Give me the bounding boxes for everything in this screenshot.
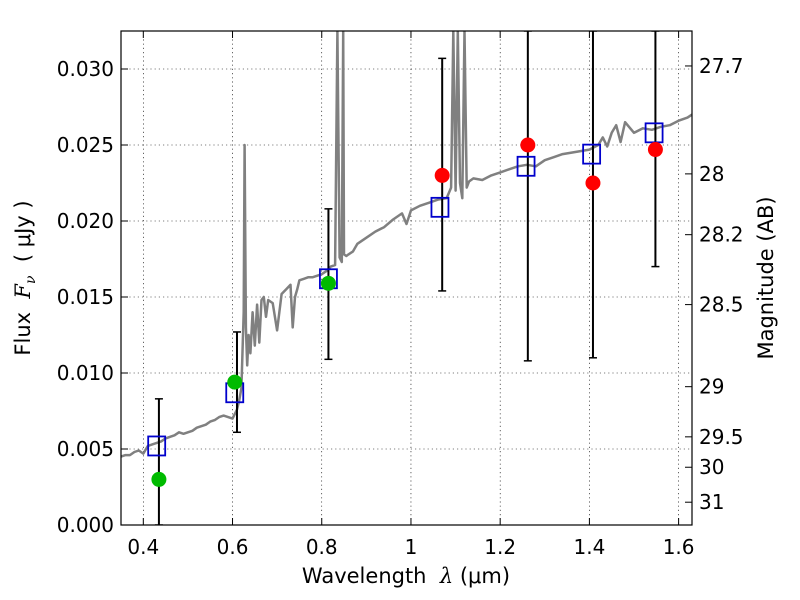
y2-tick-label: 29 (699, 375, 724, 399)
green-dot-marker (227, 374, 243, 390)
y-axis-title: Flux Fν ( μJy ) (11, 200, 39, 355)
y2-tick-label: 31 (699, 490, 724, 514)
red-dot-marker (520, 137, 536, 153)
green-dot-marker (320, 275, 336, 291)
y-tick-label: 0.000 (57, 513, 114, 537)
y2-tick-label: 28 (699, 162, 724, 186)
x-axis-title-prefix: Wavelength (302, 564, 440, 588)
x-tick-label: 0.8 (306, 535, 338, 559)
y-axis-unit: ( μJy ) (11, 200, 35, 275)
spectrum-line (121, 31, 692, 458)
error-bars (154, 31, 660, 525)
red-dot-marker (434, 167, 450, 183)
x-tick-label: 0.4 (127, 535, 159, 559)
plot-frame (120, 30, 693, 526)
y-axis-subscript: ν (23, 275, 39, 284)
red-dot-marker (585, 175, 601, 191)
y2-tick-label: 30 (699, 455, 724, 479)
x-axis-lambda: λ (439, 564, 453, 588)
model-square-marker (582, 143, 602, 165)
x-tick-label: 1 (405, 535, 418, 559)
green-dot-marker (151, 471, 167, 487)
y-tick-label: 0.010 (57, 361, 114, 385)
y-tick-label: 0.020 (57, 209, 114, 233)
y2-tick-label: 29.5 (699, 425, 744, 449)
y-axis-symbol: F (11, 283, 35, 300)
y2-axis-title: Magnitude (AB) (754, 196, 778, 359)
photometry-markers (147, 122, 664, 487)
model-square-marker (516, 155, 536, 177)
x-tick-label: 1.4 (573, 535, 605, 559)
template-spectrum (121, 31, 692, 458)
model-square-marker (147, 435, 167, 457)
y-tick-label: 0.015 (57, 285, 114, 309)
model-square-marker (430, 196, 450, 218)
y-tick-label: 0.025 (57, 133, 114, 157)
x-tick-label: 1.2 (484, 535, 516, 559)
x-axis-title: Wavelength λ (μm) (302, 564, 510, 588)
y-tick-label: 0.005 (57, 437, 114, 461)
y-tick-label: 0.030 (57, 57, 114, 81)
axis-ticks (121, 31, 692, 526)
x-axis-unit: (μm) (453, 564, 510, 588)
red-dot-marker (647, 142, 663, 158)
y2-tick-label: 27.7 (699, 54, 744, 78)
x-tick-label: 1.6 (663, 535, 695, 559)
x-tick-label: 0.6 (217, 535, 249, 559)
tick-labels: 0.4 0.6 0.8 1 1.2 1.4 1.6 0.000 0.005 0.010 0.015 0… (57, 54, 744, 559)
grid (121, 31, 692, 526)
y-axis-title-prefix: Flux (11, 299, 35, 356)
y2-tick-label: 28.5 (699, 293, 744, 317)
y2-tick-label: 28.2 (699, 223, 744, 247)
